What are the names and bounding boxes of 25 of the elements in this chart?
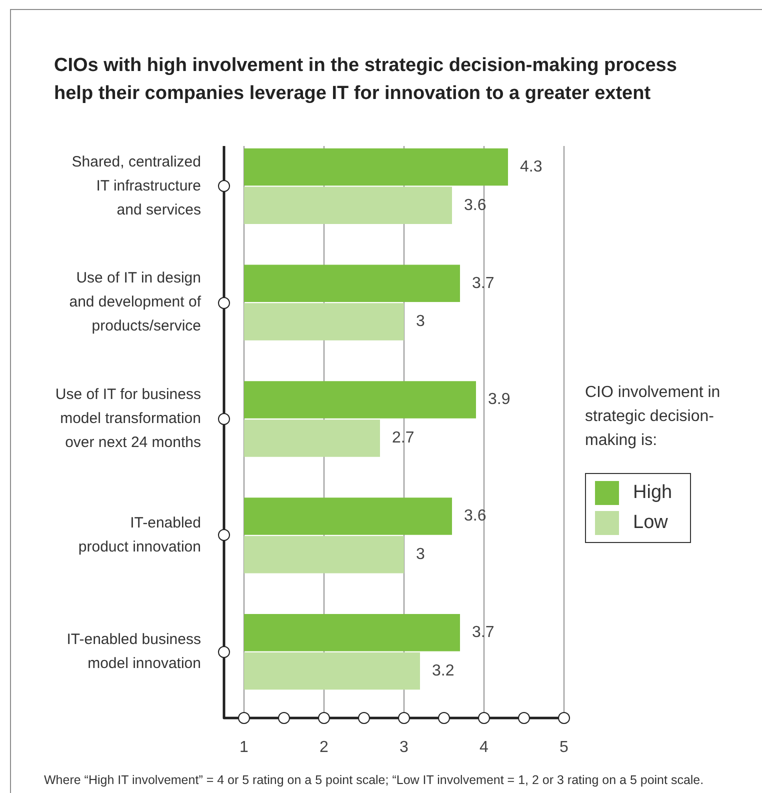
data-label: 3.2 — [432, 662, 454, 680]
chart-title: CIOs with high involvement in the strategic decision-making process help their companies leverage IT for innovation to a greater extent — [54, 54, 678, 106]
data-label: 2.7 — [392, 430, 414, 447]
y-tick-label: Shared, centralized IT infrastructure and services — [72, 153, 201, 218]
y-tick-label: IT-enabled product innovation — [78, 514, 201, 556]
y-tick-label: Use of IT for business model transformation over next 24 months — [55, 386, 201, 452]
legend-title: CIO involvement in strategic decision-making is: — [585, 383, 722, 451]
x-tick-label: 3 — [400, 739, 409, 756]
data-label: 3.7 — [472, 274, 494, 292]
x-tick-label: 4 — [480, 739, 489, 756]
x-tick-label: 1 — [240, 739, 249, 756]
y-tick-label: Use of IT in design and development of products/service — [69, 270, 202, 335]
data-label: 3.7 — [472, 624, 494, 641]
text: Where “High IT involvement” = 4 or 5 rating on a 5 point scale; “Low IT involvement = 1, 2 or 3 rating on a 5 point scale. — [44, 773, 704, 787]
data-label: 3.9 — [488, 391, 510, 408]
data-label: 3.6 — [464, 196, 486, 214]
x-tick-label: 5 — [560, 739, 569, 756]
data-label: 3.6 — [464, 508, 486, 525]
x-tick-label: 2 — [320, 739, 329, 756]
legend-label: Low — [633, 512, 668, 534]
y-tick-label: IT-enabled business model innovation — [66, 630, 201, 672]
data-label: 3 — [416, 313, 425, 330]
data-label: 4.3 — [520, 158, 542, 176]
legend-label: High — [633, 482, 672, 504]
data-label: 3 — [416, 546, 425, 564]
